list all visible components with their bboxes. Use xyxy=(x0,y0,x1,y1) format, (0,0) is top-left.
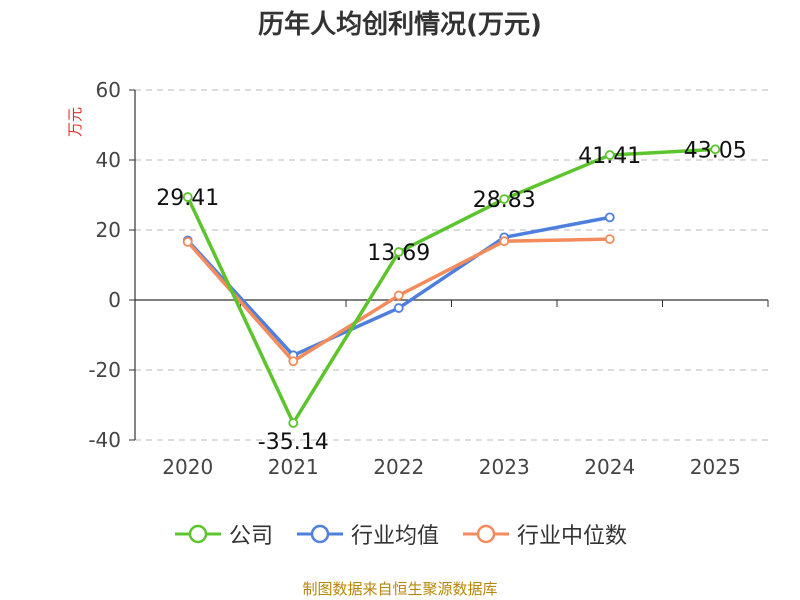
data-label: -35.14 xyxy=(258,430,329,455)
x-tick-label: 2020 xyxy=(162,455,213,479)
legend-marker-icon xyxy=(296,524,343,544)
legend-marker-icon xyxy=(463,524,509,544)
grid-lines xyxy=(135,89,768,441)
legend-item-industry-median[interactable]: 行业中位数 xyxy=(461,518,627,550)
legend-marker-icon xyxy=(174,524,221,544)
data-point xyxy=(393,247,404,257)
legend: 公司 行业均值 行业中位数 xyxy=(0,518,800,550)
data-point xyxy=(604,234,615,245)
legend-item-industry-mean[interactable]: 行业均值 xyxy=(295,518,439,550)
y-tick-label: 60 xyxy=(96,78,121,102)
y-tick-label: 0 xyxy=(108,288,121,312)
x-tick-label: 2025 xyxy=(690,455,741,479)
data-label: 41.41 xyxy=(578,144,641,169)
data-label: 29.41 xyxy=(156,186,219,211)
data-label: 43.05 xyxy=(684,138,747,163)
series-group xyxy=(182,144,721,428)
data-point xyxy=(393,290,404,301)
source-footer: 制图数据来自恒生聚源数据库 xyxy=(302,580,498,598)
series-line-0 xyxy=(186,147,716,425)
legend-label: 公司 xyxy=(228,524,273,549)
data-point xyxy=(288,356,299,367)
axes: -40 -20 0 20 40 60 2020 2021 2022 2023 2024 2025 xyxy=(88,78,769,479)
legend-item-company[interactable]: 公司 xyxy=(173,518,273,550)
chart-title: 历年人均创利情况(万元) xyxy=(258,10,542,40)
data-point xyxy=(393,303,404,313)
data-point xyxy=(710,144,721,155)
data-point xyxy=(182,192,193,202)
data-point xyxy=(182,236,193,247)
y-tick-label: 20 xyxy=(96,218,121,242)
y-tick-label: -20 xyxy=(88,358,121,382)
data-label: 13.69 xyxy=(367,241,430,266)
x-tick-label: 2022 xyxy=(373,455,424,479)
data-label: 28.83 xyxy=(473,188,536,213)
x-tick-label: 2024 xyxy=(584,455,635,479)
data-point xyxy=(499,236,510,247)
data-point xyxy=(288,418,299,428)
y-tick-label: 40 xyxy=(96,148,121,172)
data-point xyxy=(604,150,615,160)
x-tick-label: 2021 xyxy=(268,455,319,479)
data-labels: 29.41 -35.14 13.69 28.83 41.41 43.05 xyxy=(156,138,746,455)
legend-label: 行业中位数 xyxy=(517,524,628,549)
y-tick-label: -40 xyxy=(88,428,121,452)
x-tick-label: 2023 xyxy=(479,455,530,479)
data-point xyxy=(499,194,510,204)
y-axis-label: 万元 xyxy=(66,107,84,137)
data-point xyxy=(604,212,615,223)
legend-label: 行业均值 xyxy=(350,524,439,549)
